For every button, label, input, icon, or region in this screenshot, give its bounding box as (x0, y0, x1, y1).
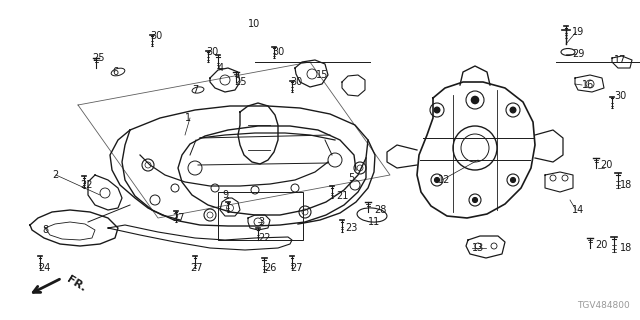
Text: 18: 18 (620, 243, 632, 253)
Text: 2: 2 (52, 170, 58, 180)
Text: 24: 24 (38, 263, 51, 273)
Text: 1: 1 (185, 113, 191, 123)
Text: 28: 28 (374, 205, 387, 215)
Text: 22: 22 (80, 180, 93, 190)
Bar (218, 192, 303, 240)
Text: 30: 30 (272, 47, 284, 57)
Text: 20: 20 (595, 240, 607, 250)
Circle shape (435, 178, 440, 182)
Text: FR.: FR. (65, 274, 88, 294)
Circle shape (472, 197, 477, 203)
Text: 21: 21 (336, 191, 348, 201)
Text: 6: 6 (112, 67, 118, 77)
Text: 25: 25 (234, 77, 246, 87)
Text: 9: 9 (222, 190, 228, 200)
Text: 23: 23 (345, 223, 357, 233)
Text: 29: 29 (572, 49, 584, 59)
Text: 20: 20 (600, 160, 612, 170)
Text: 4: 4 (218, 63, 224, 73)
Text: 10: 10 (248, 19, 260, 29)
Text: 30: 30 (206, 47, 218, 57)
Text: 8: 8 (42, 225, 48, 235)
Circle shape (511, 178, 515, 182)
Text: TGV484800: TGV484800 (577, 301, 630, 310)
Text: 27: 27 (172, 213, 184, 223)
Text: 27: 27 (190, 263, 202, 273)
Text: 15: 15 (316, 70, 328, 80)
Text: 16: 16 (582, 80, 595, 90)
Text: 3: 3 (258, 217, 264, 227)
Text: 12: 12 (438, 175, 451, 185)
Text: 18: 18 (620, 180, 632, 190)
Text: 11: 11 (368, 217, 380, 227)
Text: 30: 30 (614, 91, 627, 101)
Text: 17: 17 (614, 55, 627, 65)
Text: 27: 27 (290, 263, 303, 273)
Text: 30: 30 (290, 77, 302, 87)
Text: 19: 19 (572, 27, 584, 37)
Text: 13: 13 (472, 243, 484, 253)
Text: 30: 30 (150, 31, 163, 41)
Circle shape (510, 107, 516, 113)
Circle shape (472, 96, 479, 104)
Circle shape (434, 107, 440, 113)
Text: 5: 5 (348, 173, 355, 183)
Text: 14: 14 (572, 205, 584, 215)
Text: 25: 25 (92, 53, 104, 63)
Text: 22: 22 (258, 233, 271, 243)
Text: 7: 7 (192, 85, 198, 95)
Text: 26: 26 (264, 263, 276, 273)
